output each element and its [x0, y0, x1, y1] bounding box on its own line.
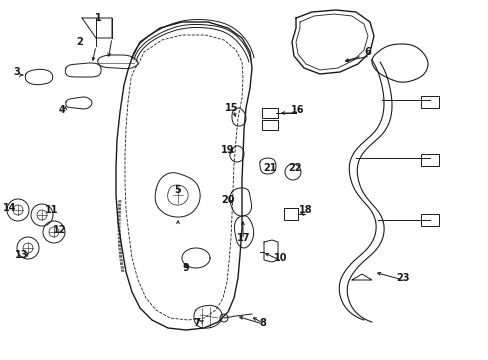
Text: 4: 4 [59, 105, 65, 115]
Text: 23: 23 [395, 273, 409, 283]
Text: 12: 12 [53, 225, 67, 235]
Text: 2: 2 [77, 37, 83, 47]
Text: 18: 18 [299, 205, 312, 215]
Text: 5: 5 [174, 185, 181, 195]
Text: 6: 6 [364, 47, 370, 57]
Text: 21: 21 [263, 163, 276, 173]
Text: 16: 16 [291, 105, 304, 115]
Text: 11: 11 [45, 205, 59, 215]
Text: 13: 13 [15, 250, 29, 260]
Text: 8: 8 [259, 318, 266, 328]
Text: 22: 22 [287, 163, 301, 173]
Text: 14: 14 [3, 203, 17, 213]
Text: 19: 19 [221, 145, 234, 155]
Text: 9: 9 [182, 263, 189, 273]
Text: 10: 10 [274, 253, 287, 263]
Text: 20: 20 [221, 195, 234, 205]
Bar [420, 214, 438, 226]
Text: 7: 7 [193, 318, 200, 328]
Text: 1: 1 [95, 13, 101, 23]
Text: 3: 3 [14, 67, 20, 77]
Bar [420, 96, 438, 108]
Text: 17: 17 [237, 233, 250, 243]
Text: 15: 15 [225, 103, 238, 113]
Bar [420, 154, 438, 166]
